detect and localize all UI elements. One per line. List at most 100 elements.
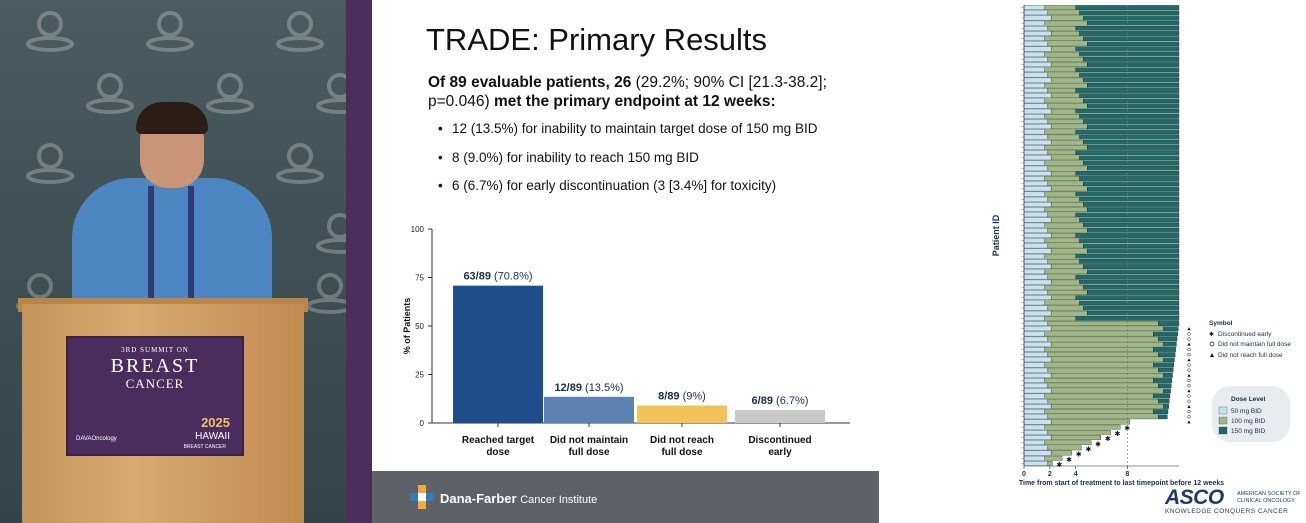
dose-segment-100 <box>1047 165 1088 171</box>
footer-brand-sub: Cancer Institute <box>520 494 598 506</box>
swimmer-bar <box>1023 25 1180 31</box>
dose-segment-150 <box>1079 114 1180 119</box>
dose-segment-50 <box>1023 404 1052 409</box>
bar-label-percent: (6.7%) <box>773 395 808 407</box>
dose-segment-150 <box>1083 243 1180 249</box>
dose-segment-100 <box>1044 222 1084 228</box>
x-category-label: Discontinued <box>748 435 811 446</box>
bar-data-label: 63/89 (70.8%) <box>463 271 532 283</box>
discontinued-marker: ✱ <box>1085 445 1091 453</box>
swimmer-bar <box>1023 259 1180 264</box>
dose-segment-50 <box>1023 295 1052 300</box>
dose-segment-50 <box>1023 20 1045 26</box>
dose-segment-50 <box>1023 435 1052 440</box>
x-tick-label: 4 <box>1074 471 1078 478</box>
dose-segment-50 <box>1023 367 1049 373</box>
dose-segment-50 <box>1023 305 1049 311</box>
dose-legend-entry: 100 mg BID <box>1231 418 1266 425</box>
did-not-maintain-marker <box>1187 347 1191 352</box>
maintain-legend-icon <box>1209 341 1215 347</box>
dose-segment-150 <box>1163 357 1175 363</box>
dose-segment-150 <box>1087 290 1180 295</box>
dose-segment-50 <box>1023 284 1045 290</box>
bar-data-label: 8/89 (9%) <box>658 391 706 403</box>
did-not-reach-marker <box>1187 420 1191 424</box>
dose-segment-150 <box>1079 238 1180 244</box>
dose-segment-100 <box>1047 274 1076 280</box>
swimmer-bar <box>1023 114 1180 119</box>
dose-segment-100 <box>1050 217 1080 223</box>
swimmer-bar <box>1023 455 1063 461</box>
x-category-label: early <box>768 447 792 458</box>
swimmer-bar <box>1023 62 1180 67</box>
dose-segment-100 <box>1050 373 1164 378</box>
dose-segment-100 <box>1044 5 1076 10</box>
dose-segment-150 <box>1087 145 1180 150</box>
presentation-slide: TRADE: Primary Results Of 89 evaluable p… <box>372 0 879 523</box>
dose-segment-100 <box>1044 269 1088 275</box>
dose-segment-100 <box>1044 238 1080 244</box>
dava-logo-icon <box>276 11 324 52</box>
dose-segment-100 <box>1044 160 1084 166</box>
swimmer-bar <box>1023 295 1180 300</box>
dose-segment-100 <box>1050 264 1084 269</box>
dose-segment-100 <box>1050 248 1088 254</box>
dose-segment-100 <box>1047 259 1080 264</box>
did-not-maintain-marker <box>1187 415 1191 419</box>
dose-segment-150 <box>1163 341 1177 347</box>
swimmer-bar <box>1023 424 1121 430</box>
stage-curtain <box>346 0 372 523</box>
dose-segment-50 <box>1023 67 1045 73</box>
swimmer-bar <box>1023 233 1180 238</box>
swimmer-bar <box>1023 134 1180 140</box>
dose-segment-150 <box>1163 373 1173 378</box>
bar-label-percent: (13.5%) <box>582 382 624 394</box>
dose-segment-50 <box>1023 352 1049 357</box>
discontinued-marker: ✱ <box>1105 435 1111 443</box>
swimmer-bar <box>1023 326 1179 332</box>
dose-segment-100 <box>1047 243 1084 249</box>
dose-segment-50 <box>1023 212 1049 218</box>
bar-label-count: 8/89 <box>658 391 679 403</box>
dose-segment-50 <box>1023 409 1045 414</box>
dose-segment-100 <box>1044 145 1088 150</box>
speaker-video: 3RD SUMMIT ON BREAST CANCER DAVAOncology… <box>0 0 372 523</box>
dose-segment-50 <box>1023 57 1049 62</box>
dose-segment-50 <box>1023 445 1049 451</box>
swimmer-bar <box>1023 20 1180 26</box>
dose-segment-150 <box>1087 207 1180 212</box>
dose-segment-100 <box>1050 357 1164 363</box>
dose-segment-150 <box>1079 72 1180 78</box>
x-axis-title: Time from start of treatment to last tim… <box>1019 480 1224 487</box>
dose-segment-100 <box>1050 31 1080 36</box>
dose-segment-150 <box>1079 93 1180 98</box>
dose-segment-150 <box>1079 217 1180 223</box>
swimmer-bar <box>1023 57 1180 62</box>
dose-segment-150 <box>1079 10 1180 16</box>
sign-place: HAWAII <box>195 431 230 442</box>
dose-segment-150 <box>1153 347 1176 352</box>
result-bullets: 12 (13.5%) for inability to maintain tar… <box>438 121 817 207</box>
symbol-legend: Symbol ✱ Discontinued early Did not maintai… <box>1209 320 1291 359</box>
swimmer-bar <box>1023 378 1173 383</box>
swimmer-bar <box>1023 93 1180 98</box>
dose-segment-100 <box>1050 404 1164 409</box>
dose-segment-50 <box>1023 41 1049 47</box>
dose-segment-150 <box>1153 409 1169 414</box>
reach-legend-icon <box>1210 353 1214 357</box>
primary-results-bar-chart: 0 25 50 75 100 % of Patients 63/89 (70.8%) Reac… <box>402 225 850 458</box>
dose-segment-50 <box>1023 227 1049 233</box>
dose-segment-50 <box>1023 160 1045 166</box>
dose-segment-100 <box>1047 227 1088 233</box>
dose-segment-50 <box>1023 202 1052 207</box>
dose-segment-150 <box>1083 36 1180 42</box>
did-not-maintain-marker <box>1187 384 1191 388</box>
dose-segment-50 <box>1023 290 1049 295</box>
discontinued-legend-icon: ✱ <box>1209 331 1214 338</box>
dose-segment-150 <box>1087 248 1180 254</box>
dose-segment-50 <box>1023 15 1052 21</box>
y-tick-label: 25 <box>415 371 424 380</box>
swimmer-bar <box>1023 284 1180 290</box>
dose-legend-swatch <box>1218 416 1228 425</box>
dose-segment-100 <box>1044 424 1121 430</box>
